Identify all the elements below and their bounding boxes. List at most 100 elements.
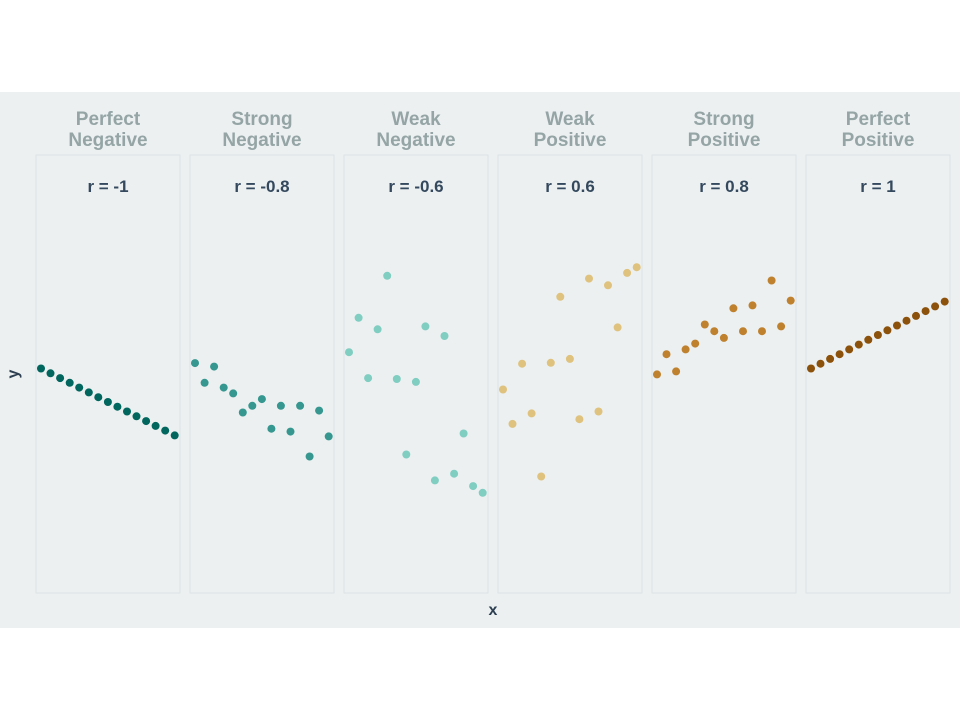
facet-title-line: Strong [231,109,292,130]
data-point [142,417,151,426]
correlation-label: r = -0.8 [234,177,289,196]
data-point [354,313,363,322]
data-point [345,348,353,357]
data-point [459,429,468,438]
data-point [854,340,863,349]
data-point [565,354,574,363]
data-point [315,406,324,415]
data-point [151,421,160,430]
data-point [556,292,565,301]
data-point [478,488,487,497]
data-point [469,482,478,491]
facet-title-line: Strong [693,109,754,130]
data-point [632,263,641,272]
data-point [276,401,285,410]
facet-title-line: Negative [376,130,455,151]
data-point [518,359,527,368]
correlation-label: r = 0.8 [699,177,749,196]
data-point [191,359,199,368]
data-point [238,408,247,417]
data-point [113,402,122,411]
data-point [219,383,228,392]
facet-title-line: Negative [222,130,301,151]
data-point [161,426,170,435]
panel-border [35,154,181,594]
facet-title-line: Perfect [846,109,911,130]
data-point [440,332,449,340]
data-point [103,398,112,406]
data-point [786,296,795,305]
data-point [585,274,593,283]
correlation-label: r = 0.6 [545,177,595,196]
data-point [123,407,131,416]
data-point [286,427,295,436]
data-point [767,276,776,285]
plot-background [0,92,960,628]
data-point [575,415,584,424]
data-point [816,359,825,368]
data-point [210,362,219,371]
data-point [940,297,949,306]
data-point [807,364,815,373]
data-point [499,385,507,394]
data-point [94,393,103,402]
data-point [450,469,459,478]
data-point [373,325,382,334]
data-point [200,378,209,387]
data-point [700,320,709,329]
data-point [430,476,439,485]
data-point [662,350,671,359]
correlation-label: r = 1 [860,177,895,196]
data-point [845,345,854,354]
data-point [84,388,93,397]
data-point [719,333,728,342]
facet-title-line: Negative [68,130,147,151]
data-point [613,323,622,332]
data-point [229,389,238,398]
data-point [170,431,179,440]
data-point [758,327,766,336]
panel-border [651,154,797,594]
facet-title-line: Weak [545,109,595,130]
facet-title-line: Perfect [76,109,141,130]
panel-border [805,154,951,594]
data-point [248,401,257,410]
x-axis-title: x [489,602,498,619]
data-point [421,322,430,331]
data-point [623,268,632,277]
facet-title-line: Positive [842,130,915,151]
data-point [931,302,940,311]
data-point [748,301,757,310]
data-point [65,378,74,387]
data-point [305,452,314,461]
data-point [411,377,420,386]
data-point [46,369,55,378]
data-point [921,307,930,316]
data-point [364,374,373,383]
facet-title-line: Weak [391,109,441,130]
data-point [873,331,882,339]
panel-border [497,154,643,594]
data-point [257,395,266,404]
data-point [75,383,84,392]
data-point [324,432,333,441]
data-point [893,321,901,330]
data-point [902,316,911,325]
panel-border [189,154,335,594]
data-point [835,350,844,359]
correlation-label: r = -0.6 [388,177,443,196]
facet-title-line: Positive [534,130,607,151]
data-point [912,311,920,320]
data-point [402,450,411,459]
data-point [132,412,141,421]
data-point [296,401,305,410]
panel-border [343,154,489,594]
data-point [826,354,835,363]
